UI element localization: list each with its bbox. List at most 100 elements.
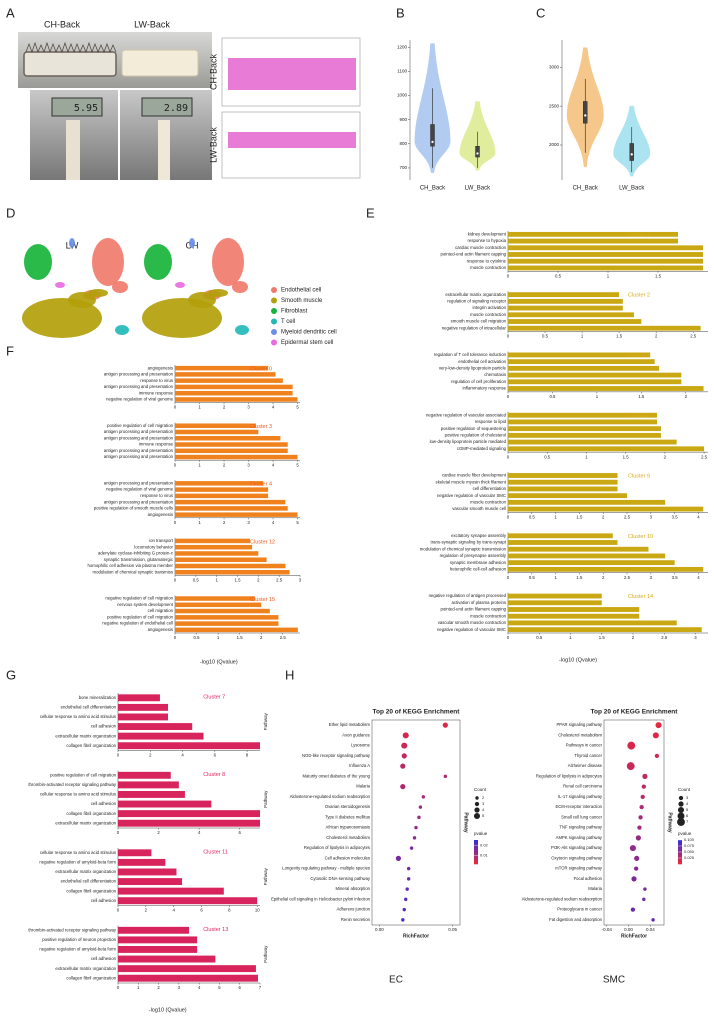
category-label: collagen fibril organization — [66, 975, 116, 980]
cluster-label: Cluster 11 — [203, 849, 228, 855]
category-label: Type II diabetes mellitus — [325, 814, 370, 819]
bar — [118, 742, 260, 750]
category-label: Cholesterol metabolism — [326, 835, 370, 840]
legend-title: pvalue — [678, 831, 692, 836]
x-tick-label: 1 — [198, 462, 201, 467]
category-label: Maturity onset diabetes of the young — [302, 773, 370, 778]
bar — [508, 379, 682, 385]
category-label: negative regulation of intracellular — [442, 325, 507, 330]
category-label: regulation of presynapse assembly — [440, 553, 507, 558]
x-tick-label: 2.5 — [661, 635, 668, 640]
caliper-sample — [158, 120, 170, 180]
category-label: cell adhesion — [91, 801, 117, 806]
bar — [508, 473, 618, 478]
y-tick-label: 900 — [399, 117, 407, 122]
x-tick-label: 2 — [157, 830, 160, 835]
histology-label: CH-Back — [208, 54, 218, 91]
category-label: regulation of T cell tolerance induction — [434, 352, 507, 357]
panel-label: F — [6, 343, 14, 358]
bar — [508, 620, 677, 626]
dot — [627, 741, 636, 750]
size-legend-dot — [677, 806, 685, 814]
category-label: cellular response to amino acid stimulus — [40, 850, 116, 855]
y-tick-label: 1000 — [397, 93, 408, 98]
caliper-reading: 5.95 — [74, 103, 98, 114]
category-label: antigen processing and presentation — [104, 429, 174, 434]
dot — [640, 794, 645, 800]
colorbar-label: 0.050 — [684, 849, 695, 854]
bar — [508, 493, 628, 499]
x-tick-label: 2.5 — [624, 515, 631, 520]
colorbar-label: 0.100 — [684, 837, 695, 842]
category-label: positive regulation of smooth muscle cel… — [94, 506, 173, 511]
bar — [175, 563, 286, 569]
legend-title: Count — [678, 787, 691, 792]
x-tick-label: 5 — [296, 405, 299, 410]
colorbar-step — [678, 854, 682, 857]
colorbar-step — [678, 846, 682, 849]
colorbar-label: 0.02 — [480, 842, 489, 847]
category-label: locomotory behavior — [134, 544, 173, 549]
x-tick-label: 10 — [255, 908, 260, 913]
size-legend-label: 7 — [686, 819, 689, 824]
x-tick-label: 3 — [650, 575, 653, 580]
category-label: homophilic cell adhesion via plasma memb… — [87, 563, 173, 568]
dot — [401, 742, 408, 749]
x-tick-label: 0 — [507, 454, 510, 459]
category-label: regulation of signaling receptor — [447, 298, 506, 303]
x-tick-label: 3 — [299, 578, 302, 583]
category-label: positive regulation of cell migration — [107, 614, 174, 619]
category-label: Epithelial cell signaling in Helicobacte… — [271, 896, 371, 901]
bar — [118, 810, 260, 818]
category-label: Aldosterone-regulated sodium reabsorptio… — [290, 794, 371, 799]
ch-sample — [23, 51, 117, 77]
colorbar-step — [474, 856, 478, 859]
bar — [175, 429, 259, 435]
panel-label: C — [536, 5, 545, 20]
bar — [175, 448, 288, 454]
dot — [634, 866, 639, 871]
dot — [641, 784, 646, 789]
chart-title: Top 20 of KEGG Enrichment — [591, 709, 679, 716]
cluster-label: Cluster 14 — [628, 594, 653, 600]
bar — [175, 570, 290, 575]
cluster-label: Cluster 15 — [250, 597, 275, 603]
x-tick-label: 3 — [247, 462, 250, 467]
x-tick-label: 3 — [650, 515, 653, 520]
x-tick-label: 1.5 — [235, 578, 242, 583]
chart-subtitle: SMC — [603, 975, 625, 986]
bar — [118, 955, 216, 963]
bar — [118, 703, 169, 711]
bar — [175, 454, 298, 460]
category-label: thrombin-activated receptor signaling pa… — [28, 927, 117, 932]
category-label: cGMP-mediated signaling — [457, 446, 507, 451]
category-label: Regulation of lipolysis in adipocytes — [304, 845, 370, 850]
x-tick-label: 4 — [181, 753, 184, 758]
size-legend-dot — [677, 812, 685, 820]
dot — [402, 907, 406, 912]
dot — [634, 855, 640, 861]
x-tick-label: LW_Back — [465, 186, 491, 192]
bar — [508, 499, 666, 505]
category-label: antigen processing and presentation — [104, 448, 174, 453]
bar — [508, 372, 682, 378]
umap-cluster — [189, 238, 195, 248]
bar — [508, 245, 703, 251]
x-tick-label: 1 — [137, 985, 140, 990]
dot — [642, 897, 646, 902]
colorbar-step — [678, 858, 682, 861]
x-tick-label: 0.5 — [544, 454, 551, 459]
category-label: Lysosome — [351, 743, 371, 748]
x-tick-label: 3 — [694, 635, 697, 640]
panel-label: B — [396, 5, 405, 20]
x-tick-label: 1 — [585, 454, 588, 459]
x-tick-label: 3 — [247, 520, 250, 525]
legend-title: pvalue — [474, 831, 488, 836]
category-label: extracellular matrix organization — [55, 733, 116, 738]
x-tick-label: 1 — [217, 635, 220, 640]
chart-subtitle: EC — [389, 975, 403, 986]
category-label: pointed-end actin filament capping — [441, 607, 507, 612]
median — [475, 151, 480, 156]
y-axis-title: Pathway — [263, 945, 268, 963]
